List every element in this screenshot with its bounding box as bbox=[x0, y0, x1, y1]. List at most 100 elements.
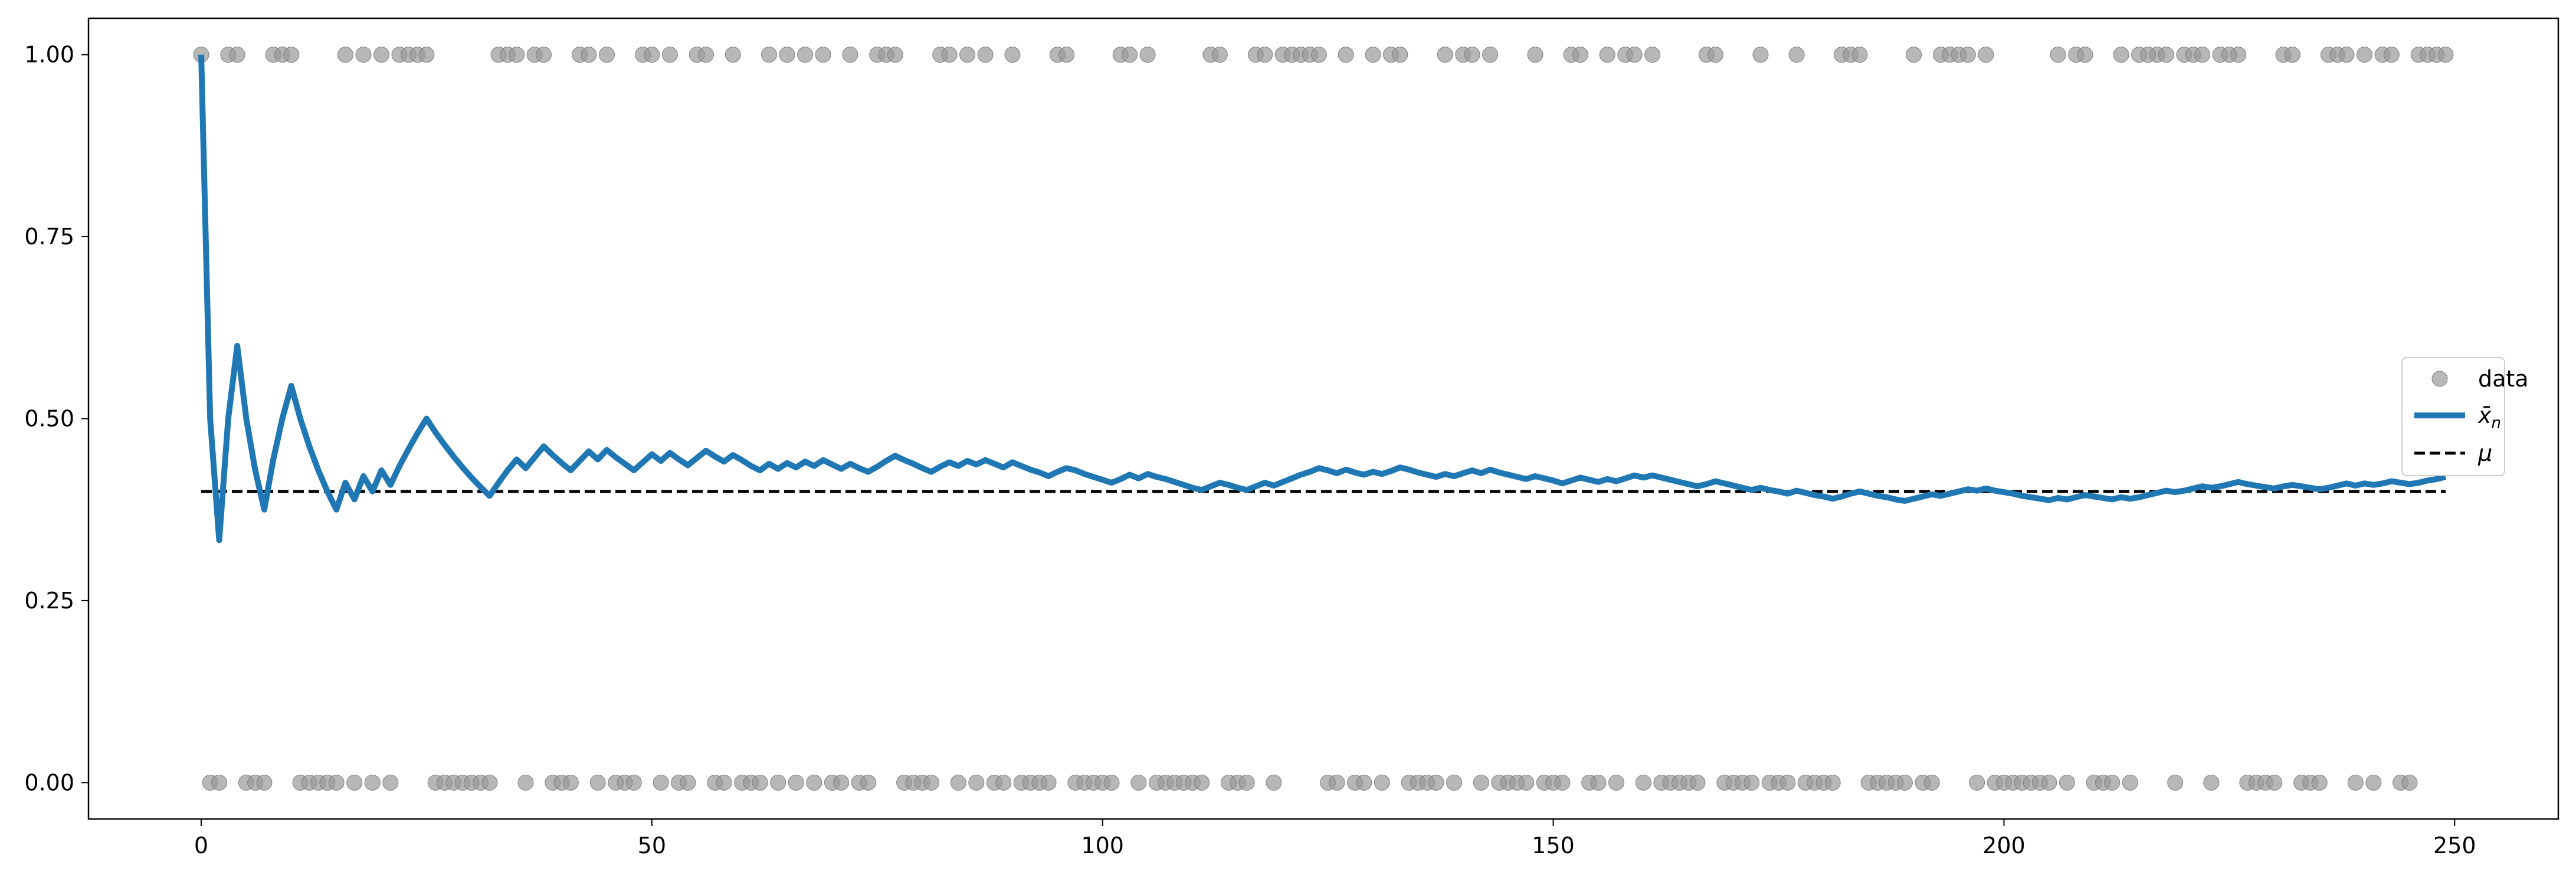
data-point bbox=[1211, 47, 1228, 63]
data-point bbox=[2041, 774, 2057, 791]
data-point bbox=[283, 47, 300, 63]
data-point bbox=[1554, 774, 1571, 791]
data-point bbox=[2383, 47, 2400, 63]
data-point bbox=[1779, 774, 1796, 791]
data-point bbox=[562, 774, 579, 791]
data-point bbox=[1374, 774, 1390, 791]
data-point bbox=[211, 774, 228, 791]
data-point bbox=[1743, 774, 1760, 791]
data-point bbox=[418, 47, 435, 63]
running-mean-line bbox=[198, 54, 2447, 543]
data-point bbox=[364, 774, 381, 791]
data-point bbox=[2311, 774, 2328, 791]
data-point bbox=[1599, 47, 1615, 63]
data-point bbox=[1257, 47, 1273, 63]
data-point bbox=[2266, 774, 2283, 791]
data-point bbox=[1058, 47, 1075, 63]
data-point bbox=[1139, 47, 1156, 63]
data-point bbox=[1464, 47, 1480, 63]
legend-label-data: data bbox=[2478, 366, 2529, 392]
data-point bbox=[797, 47, 814, 63]
data-point bbox=[1122, 47, 1138, 63]
x-tick-label: 100 bbox=[1081, 833, 1124, 859]
data-point bbox=[2104, 774, 2121, 791]
axes-frame bbox=[87, 17, 2559, 820]
data-point bbox=[229, 47, 245, 63]
y-tick-label: 1.00 bbox=[24, 42, 74, 68]
data-point bbox=[923, 774, 939, 791]
data-point bbox=[1356, 774, 1372, 791]
data-point bbox=[1689, 774, 1706, 791]
data-point bbox=[860, 774, 876, 791]
data-point bbox=[959, 47, 976, 63]
data-point bbox=[1590, 774, 1607, 791]
data-point bbox=[1978, 47, 1994, 63]
data-point bbox=[1103, 774, 1120, 791]
data-point bbox=[1906, 47, 1922, 63]
data-point bbox=[680, 774, 696, 791]
data-point bbox=[2401, 774, 2418, 791]
data-point bbox=[1004, 47, 1021, 63]
legend: data x̄n μ bbox=[2401, 357, 2529, 476]
data-point bbox=[1238, 774, 1255, 791]
data-point bbox=[1635, 774, 1651, 791]
data-point bbox=[806, 774, 822, 791]
data-point bbox=[1788, 47, 1805, 63]
data-point bbox=[1707, 47, 1724, 63]
data-point bbox=[1969, 774, 1985, 791]
data-point bbox=[1473, 774, 1489, 791]
legend-marker-data bbox=[2431, 371, 2448, 387]
data-point bbox=[581, 47, 597, 63]
data-point bbox=[698, 47, 714, 63]
data-point bbox=[968, 774, 985, 791]
data-point bbox=[1266, 774, 1282, 791]
data-point bbox=[1392, 47, 1408, 63]
data-point bbox=[2194, 47, 2211, 63]
legend-label-mean-main: x̄ bbox=[2477, 402, 2492, 428]
data-point bbox=[1527, 47, 1543, 63]
data-point bbox=[2437, 47, 2454, 63]
data-point bbox=[2167, 774, 2184, 791]
data-point bbox=[1572, 47, 1588, 63]
data-point bbox=[1365, 47, 1381, 63]
data-point bbox=[2059, 774, 2075, 791]
data-point bbox=[2113, 47, 2129, 63]
data-point bbox=[589, 774, 606, 791]
data-point bbox=[2050, 47, 2066, 63]
data-point bbox=[1310, 47, 1327, 63]
data-point bbox=[355, 47, 372, 63]
x-tick-label: 50 bbox=[638, 833, 666, 859]
data-point bbox=[2347, 774, 2364, 791]
data-point bbox=[1923, 774, 1940, 791]
data-point bbox=[661, 47, 678, 63]
data-point bbox=[977, 47, 994, 63]
data-point bbox=[779, 47, 795, 63]
data-point bbox=[941, 47, 958, 63]
x-tick-label: 250 bbox=[2433, 833, 2476, 859]
data-point bbox=[1437, 47, 1453, 63]
data-point bbox=[725, 47, 741, 63]
data-point bbox=[1626, 47, 1643, 63]
data-point bbox=[752, 774, 768, 791]
data-point bbox=[625, 774, 642, 791]
data-point bbox=[1482, 47, 1499, 63]
data-point bbox=[346, 774, 363, 791]
data-point bbox=[2122, 774, 2138, 791]
data-point bbox=[337, 47, 353, 63]
data-point bbox=[770, 774, 786, 791]
data-point bbox=[995, 774, 1012, 791]
data-point bbox=[2158, 47, 2174, 63]
data-point bbox=[2365, 774, 2382, 791]
data-point bbox=[2284, 47, 2300, 63]
data-point bbox=[382, 774, 399, 791]
data-point bbox=[1752, 47, 1769, 63]
data-point bbox=[328, 774, 345, 791]
y-tick-label: 0.25 bbox=[24, 588, 74, 614]
y-tick-label: 0.75 bbox=[24, 224, 74, 250]
data-point bbox=[2230, 47, 2247, 63]
data-point bbox=[536, 47, 552, 63]
data-point bbox=[509, 47, 525, 63]
data-point bbox=[1608, 774, 1625, 791]
data-point bbox=[1518, 774, 1535, 791]
